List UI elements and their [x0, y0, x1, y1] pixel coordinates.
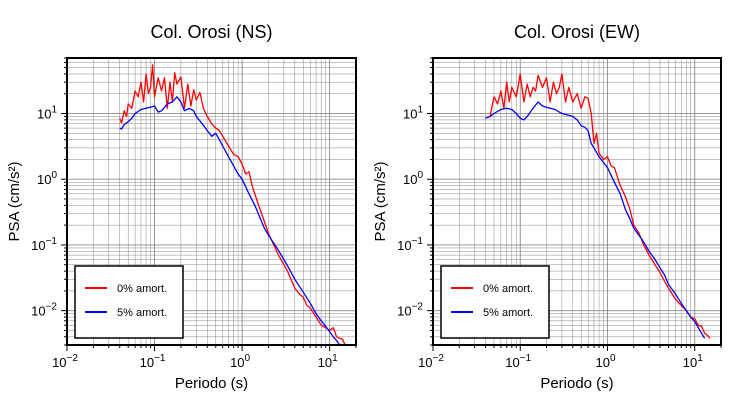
x-tick-label: 10−1 — [505, 353, 531, 370]
chart-title: Col. Orosi (EW) — [514, 22, 640, 42]
y-tick-label: 10−1 — [31, 236, 57, 253]
y-tick-label: 10−2 — [397, 302, 423, 319]
x-tick-label: 101 — [683, 353, 703, 370]
x-tick-label: 100 — [595, 353, 615, 370]
legend-box — [440, 265, 550, 339]
ticks — [427, 57, 722, 351]
y-axis-label: PSA (cm/s²) — [372, 161, 389, 241]
legend-label: 5% amort. — [483, 307, 533, 319]
series-line-damped — [119, 96, 341, 345]
x-tick-label: 10−2 — [418, 353, 444, 370]
plot-frame — [66, 57, 357, 346]
y-tick-label: 100 — [403, 170, 423, 187]
legend: 0% amort. 5% amort. — [440, 265, 550, 339]
chart-panel-1: 10−2 10−1 100 101 10−2 10−1 100 101 Col. Orosi (… — [6, 22, 357, 392]
x-tick-label: 100 — [230, 353, 250, 370]
series-line-undamped — [485, 73, 711, 339]
chart-panel-2: 10−2 10−1 100 101 10−2 10−1 100 101 Col. Orosi (… — [372, 22, 722, 392]
legend-label: 0% amort. — [117, 283, 167, 295]
legend-box — [74, 265, 184, 339]
ticks — [61, 57, 357, 351]
x-axis-label: Periodo (s) — [540, 375, 613, 392]
chart-title: Col. Orosi (NS) — [150, 22, 272, 42]
legend-label: 5% amort. — [117, 307, 167, 319]
plot-frame — [432, 57, 722, 346]
x-tick-label: 10−1 — [140, 353, 166, 370]
y-tick-label: 100 — [37, 170, 57, 187]
x-axis-label: Periodo (s) — [175, 375, 248, 392]
x-tick-label: 10−2 — [52, 353, 78, 370]
y-tick-label: 10−2 — [31, 302, 57, 319]
y-tick-label: 101 — [37, 105, 57, 122]
y-tick-label: 101 — [403, 105, 423, 122]
legend-label: 0% amort. — [483, 283, 533, 295]
series-line-undamped — [119, 64, 346, 345]
y-tick-label: 10−1 — [397, 236, 423, 253]
x-tick-label: 101 — [318, 353, 338, 370]
y-axis-label: PSA (cm/s²) — [6, 161, 23, 241]
legend: 0% amort. 5% amort. — [74, 265, 184, 339]
series-line-damped — [485, 101, 706, 339]
